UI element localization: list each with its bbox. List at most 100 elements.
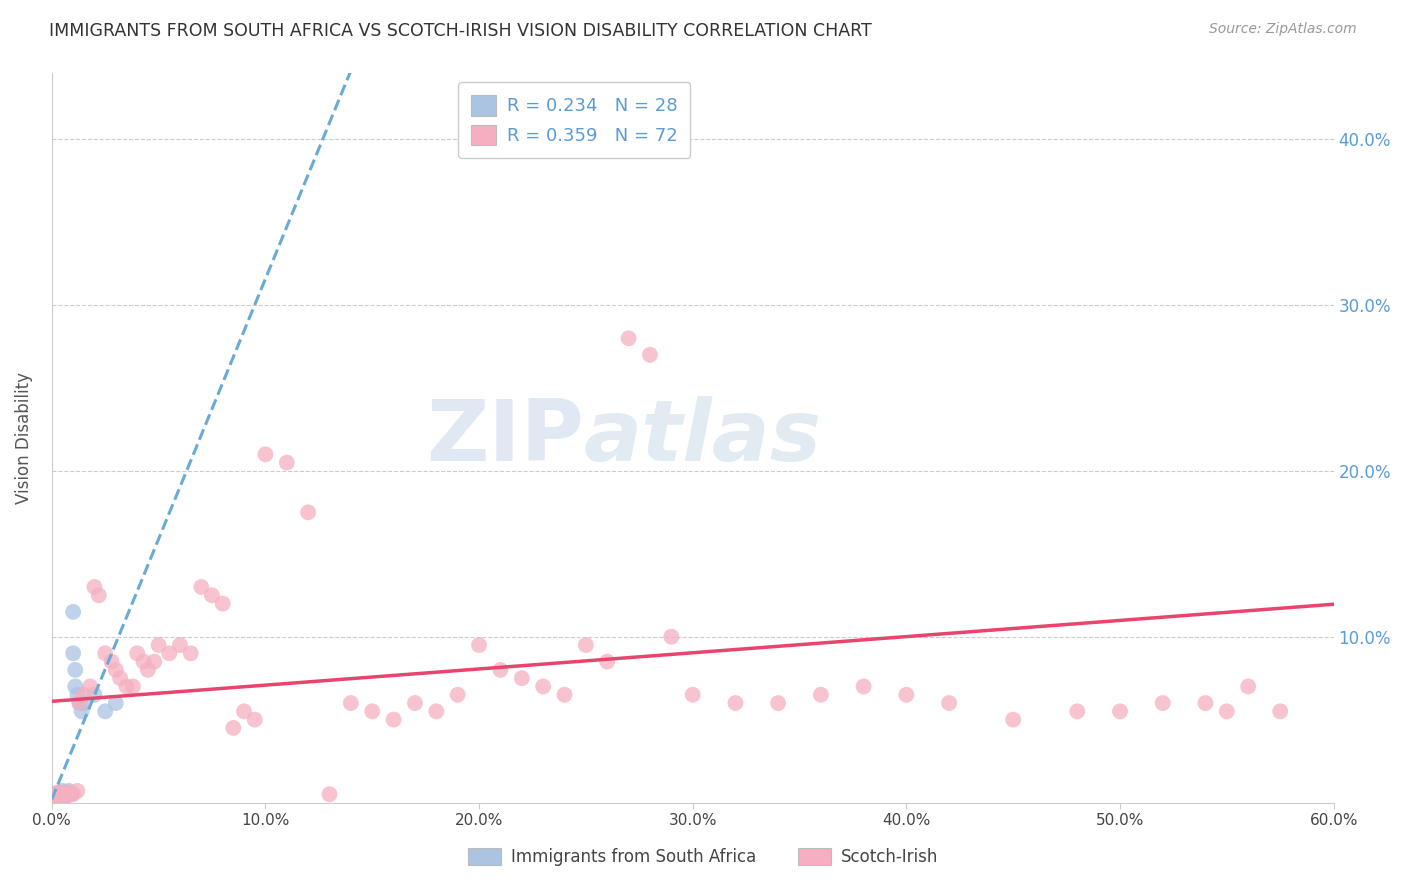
Point bbox=[46, 786, 69, 800]
Legend: R = 0.234   N = 28, R = 0.359   N = 72: R = 0.234 N = 28, R = 0.359 N = 72 bbox=[458, 82, 690, 158]
Point bbox=[148, 638, 170, 652]
Text: IMMIGRANTS FROM SOUTH AFRICA VS SCOTCH-IRISH VISION DISABILITY CORRELATION CHART: IMMIGRANTS FROM SOUTH AFRICA VS SCOTCH-I… bbox=[49, 22, 872, 40]
Text: atlas: atlas bbox=[583, 396, 823, 479]
Point bbox=[766, 696, 789, 710]
Point bbox=[69, 696, 91, 710]
Point bbox=[211, 597, 233, 611]
Point bbox=[596, 655, 619, 669]
Point bbox=[59, 786, 82, 800]
Point bbox=[318, 787, 340, 801]
Point bbox=[222, 721, 245, 735]
Point bbox=[66, 784, 89, 798]
Point bbox=[404, 696, 426, 710]
Point bbox=[1002, 713, 1025, 727]
Point bbox=[1216, 704, 1239, 718]
Point bbox=[87, 588, 110, 602]
Point bbox=[638, 348, 661, 362]
Point bbox=[852, 680, 875, 694]
Point bbox=[94, 646, 117, 660]
Point bbox=[51, 786, 73, 800]
Point bbox=[46, 786, 69, 800]
Point bbox=[45, 789, 67, 803]
Point bbox=[553, 688, 575, 702]
Point bbox=[66, 688, 89, 702]
Point bbox=[724, 696, 747, 710]
Point bbox=[297, 505, 319, 519]
Point bbox=[62, 646, 84, 660]
Point bbox=[233, 704, 256, 718]
Point bbox=[45, 787, 67, 801]
Point bbox=[62, 787, 84, 801]
Point bbox=[682, 688, 704, 702]
Point bbox=[83, 688, 105, 702]
Point bbox=[49, 787, 72, 801]
Point bbox=[575, 638, 598, 652]
Point bbox=[79, 680, 101, 694]
Point bbox=[104, 663, 127, 677]
Legend: Immigrants from South Africa, Scotch-Irish: Immigrants from South Africa, Scotch-Iri… bbox=[461, 841, 945, 873]
Point bbox=[46, 790, 69, 805]
Point bbox=[180, 646, 202, 660]
Point bbox=[100, 655, 122, 669]
Point bbox=[510, 671, 533, 685]
Point bbox=[132, 655, 155, 669]
Point bbox=[447, 688, 470, 702]
Point bbox=[70, 704, 93, 718]
Point bbox=[46, 787, 69, 801]
Point bbox=[49, 789, 72, 803]
Point bbox=[51, 787, 73, 801]
Point bbox=[42, 790, 65, 805]
Point bbox=[201, 588, 224, 602]
Point bbox=[896, 688, 918, 702]
Point bbox=[425, 704, 447, 718]
Point bbox=[468, 638, 491, 652]
Point bbox=[938, 696, 960, 710]
Point bbox=[58, 787, 80, 801]
Point bbox=[254, 447, 277, 461]
Point bbox=[94, 704, 117, 718]
Point bbox=[51, 789, 73, 803]
Point bbox=[58, 784, 80, 798]
Point bbox=[127, 646, 149, 660]
Y-axis label: Vision Disability: Vision Disability bbox=[15, 372, 32, 504]
Text: Source: ZipAtlas.com: Source: ZipAtlas.com bbox=[1209, 22, 1357, 37]
Point bbox=[65, 663, 87, 677]
Point bbox=[659, 630, 682, 644]
Point bbox=[1066, 704, 1088, 718]
Point bbox=[73, 696, 96, 710]
Point bbox=[157, 646, 180, 660]
Text: ZIP: ZIP bbox=[426, 396, 583, 479]
Point bbox=[104, 696, 127, 710]
Point bbox=[382, 713, 405, 727]
Point bbox=[55, 786, 77, 800]
Point bbox=[143, 655, 166, 669]
Point bbox=[169, 638, 191, 652]
Point bbox=[190, 580, 212, 594]
Point bbox=[62, 605, 84, 619]
Point bbox=[59, 787, 82, 801]
Point bbox=[108, 671, 131, 685]
Point bbox=[53, 790, 76, 805]
Point bbox=[53, 787, 76, 801]
Point bbox=[49, 789, 72, 803]
Point bbox=[617, 331, 640, 345]
Point bbox=[122, 680, 145, 694]
Point bbox=[55, 789, 77, 803]
Point bbox=[276, 456, 298, 470]
Point bbox=[340, 696, 363, 710]
Point bbox=[45, 789, 67, 803]
Point bbox=[51, 784, 73, 798]
Point bbox=[1270, 704, 1292, 718]
Point bbox=[361, 704, 384, 718]
Point bbox=[69, 696, 91, 710]
Point bbox=[1152, 696, 1174, 710]
Point bbox=[531, 680, 554, 694]
Point bbox=[65, 680, 87, 694]
Point bbox=[58, 787, 80, 801]
Point bbox=[55, 789, 77, 803]
Point bbox=[810, 688, 832, 702]
Point bbox=[73, 688, 96, 702]
Point bbox=[115, 680, 138, 694]
Point bbox=[83, 580, 105, 594]
Point bbox=[243, 713, 266, 727]
